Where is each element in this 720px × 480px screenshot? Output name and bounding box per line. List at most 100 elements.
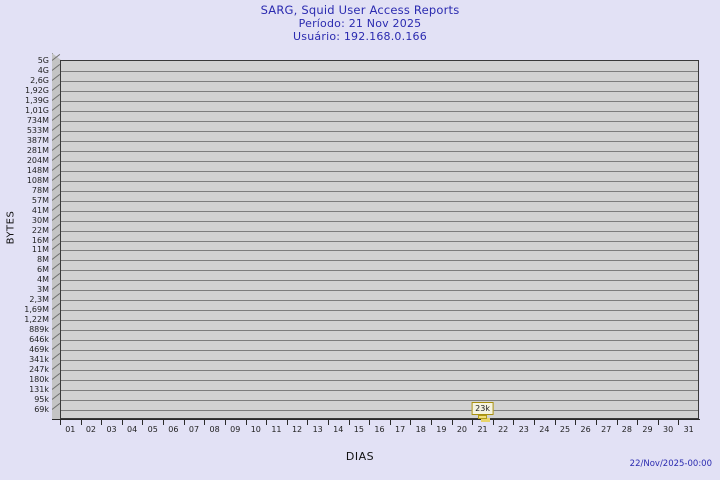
gridline [61,330,698,331]
report-header: SARG, Squid User Access Reports Período:… [0,4,720,44]
y-axis-title: BYTES [5,210,17,245]
gridline [61,320,698,321]
gridline [61,71,698,72]
x-axis-tick-label: 23 [518,425,529,434]
gridline [61,181,698,182]
y-axis-tick-label: 16M [31,235,49,245]
gridline [61,310,698,311]
y-axis-tick-mark [52,83,61,91]
y-axis-tick-mark [52,63,61,71]
x-axis-tick-label: 27 [601,425,612,434]
gridline [61,241,698,242]
gridline [61,231,698,232]
x-axis-tick-label: 12 [291,425,303,434]
y-axis-tick-label: 1,22M [24,315,49,325]
y-axis-tick-label: 11M [31,245,49,255]
x-axis-tick-mark [328,420,329,425]
bar-value-label: 23k [471,401,494,415]
y-axis-tick-mark [52,73,61,81]
x-axis-tick-mark [204,420,205,425]
x-axis-line [52,419,700,420]
gridline [61,290,698,291]
gridline [61,171,698,172]
x-axis-tick-mark [390,420,391,425]
x-axis-tick-mark [617,420,618,425]
gridline [61,221,698,222]
y-axis-tick-label: 889k [29,325,49,335]
y-axis-tick-mark [52,353,61,361]
x-axis-tick-label: 25 [559,425,571,434]
y-axis-tick-label: 108M [26,175,49,185]
x-axis-tick-label: 22 [498,425,509,434]
report-user: Usuário: 192.168.0.166 [293,30,427,43]
x-axis-tick-mark [658,420,659,425]
y-axis-tick-label: 204M [26,155,49,165]
x-axis-tick-mark [81,420,82,425]
y-axis-tick-mark [52,193,61,201]
x-axis-tick-label: 29 [642,425,653,434]
x-axis-tick-mark [637,420,638,425]
x-axis-tick-label: 16 [374,425,385,434]
gridline [61,161,698,162]
gridline [61,131,698,132]
x-axis-tick-label: 01 [65,425,76,434]
x-axis-tick-label: 19 [436,425,447,434]
x-axis-title: DIAS [345,450,375,463]
y-axis-tick-mark [52,233,61,241]
x-axis-tick-mark [678,420,679,425]
y-axis-tick-mark [52,263,61,271]
bar[interactable] [478,414,487,419]
y-axis-tick-label: 281M [26,145,49,155]
y-axis-tick-label: 131k [29,385,49,395]
y-axis-tick-label: 4G [37,65,49,75]
x-axis-tick-label: 04 [127,425,138,434]
x-axis-tick-label: 17 [395,425,406,434]
y-axis-tick-mark [52,363,61,371]
y-axis-tick-mark [52,243,61,251]
y-axis-tick-label: 8M [37,255,49,265]
x-axis-tick-label: 21 [477,425,488,434]
y-axis-tick-mark [52,213,61,221]
x-axis-tick-mark [349,420,350,425]
y-axis-tick-mark [52,303,61,311]
gridline [61,101,698,102]
gridline [61,191,698,192]
y-axis-tick-label: 69k [34,405,49,415]
axis-left-bevel [52,53,61,420]
y-axis-tick-label: 41M [31,205,49,215]
x-axis-tick-mark [555,420,556,425]
x-axis-tick-mark [431,420,432,425]
y-axis-tick-mark [52,103,61,111]
x-axis-tick-label: 05 [147,425,158,434]
x-axis-tick-mark [452,420,453,425]
x-axis-tick-mark [513,420,514,425]
gridline [61,141,698,142]
y-axis-tick-label: 78M [31,185,49,195]
x-axis-tick-label: 07 [188,425,200,434]
y-axis-tick-mark [52,133,61,141]
gridline [61,360,698,361]
y-axis-tick-label: 2,3M [29,295,49,305]
y-axis-tick-mark [52,373,61,381]
y-axis-tick-label: 95k [34,395,49,405]
y-axis-tick-mark [52,123,61,131]
y-axis-tick-mark [52,143,61,151]
gridline [61,280,698,281]
x-axis-tick-mark [493,420,494,425]
x-axis-tick-label: 03 [106,425,117,434]
y-axis-tick-mark [52,113,61,121]
x-axis-tick-label: 13 [312,425,323,434]
y-axis-tick-mark [52,93,61,101]
gridline [61,410,698,411]
y-axis-tick-mark [52,253,61,261]
gridline [61,211,698,212]
x-axis-tick-label: 18 [415,425,426,434]
bar-shadow [481,417,490,422]
x-axis-tick-mark [142,420,143,425]
gridline [61,260,698,261]
y-axis-tick-mark [52,333,61,341]
y-axis-tick-label: 5G [37,56,49,65]
y-axis-tick-label: 1,39G [24,95,49,105]
y-axis-tick-mark [52,323,61,331]
y-axis-tick-label: 1,01G [24,105,49,115]
